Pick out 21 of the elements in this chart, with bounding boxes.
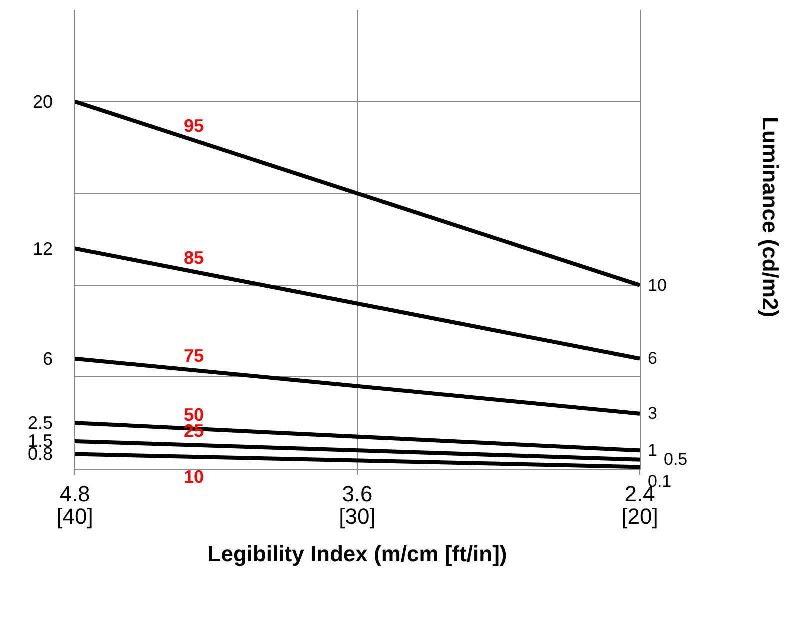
x2-tick-label: [40] (56, 504, 94, 529)
data-label: 3 (648, 404, 658, 423)
series-label: 75 (184, 346, 204, 366)
series-label: 85 (184, 248, 204, 268)
data-label: 6 (43, 349, 54, 369)
x2-tick-label: [30] (339, 504, 376, 529)
y-axis-title: Luminance (cd/m2) (758, 117, 784, 318)
data-label: 20 (33, 92, 54, 112)
data-label: 10 (648, 276, 667, 295)
series-label: 95 (184, 116, 204, 136)
x-axis-title: Legibility Index (m/cm [ft/in]) (208, 541, 508, 566)
series-label: 50 (184, 405, 204, 425)
data-label: 12 (33, 239, 54, 259)
data-label: 6 (648, 349, 658, 368)
data-label: 1 (648, 441, 658, 460)
series-label: 10 (184, 467, 204, 487)
data-label: 0.5 (664, 450, 688, 469)
x2-tick-label: [20] (622, 504, 658, 529)
x-tick-label: 4.8 (60, 481, 90, 506)
x-tick-label: 3.6 (342, 481, 373, 506)
data-label: 2.5 (28, 413, 54, 433)
